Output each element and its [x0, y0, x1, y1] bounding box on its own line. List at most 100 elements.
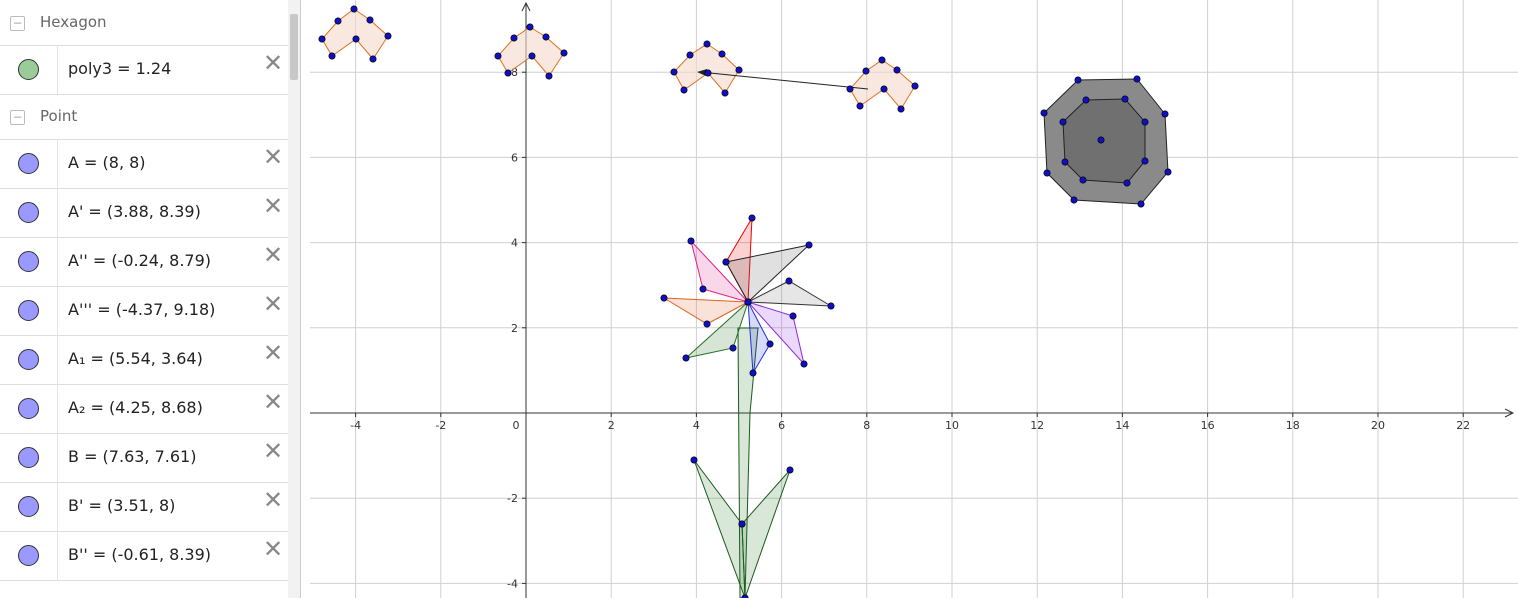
point[interactable]: [1074, 76, 1082, 84]
point[interactable]: [703, 320, 711, 328]
algebra-row[interactable]: A' = (3.88, 8.39) ✕: [0, 188, 288, 238]
point[interactable]: [670, 68, 678, 76]
point[interactable]: [749, 369, 757, 377]
point[interactable]: [1133, 75, 1141, 83]
delete-button[interactable]: ✕: [263, 241, 284, 269]
algebra-row[interactable]: B'' = (-0.61, 8.39) ✕: [0, 531, 288, 581]
point[interactable]: [862, 67, 870, 75]
point[interactable]: [911, 82, 919, 90]
algebra-row[interactable]: A'' = (-0.24, 8.79) ✕: [0, 237, 288, 287]
point[interactable]: [786, 466, 794, 474]
point[interactable]: [1070, 196, 1078, 204]
point[interactable]: [721, 89, 729, 97]
point[interactable]: [1043, 169, 1051, 177]
point[interactable]: [856, 102, 864, 110]
point[interactable]: [384, 32, 392, 40]
point[interactable]: [789, 312, 797, 320]
point[interactable]: [1082, 96, 1090, 104]
collapse-button[interactable]: −: [10, 16, 25, 31]
scrollbar[interactable]: [288, 0, 300, 598]
point[interactable]: [735, 66, 743, 74]
visibility-toggle[interactable]: [18, 251, 39, 272]
point[interactable]: [699, 285, 707, 293]
delete-button[interactable]: ✕: [263, 437, 284, 465]
visibility-toggle[interactable]: [18, 202, 39, 223]
collapse-button[interactable]: −: [10, 110, 25, 125]
point[interactable]: [352, 35, 360, 43]
visibility-toggle[interactable]: [18, 398, 39, 419]
point[interactable]: [704, 69, 712, 77]
point[interactable]: [718, 50, 726, 58]
point[interactable]: [369, 55, 377, 63]
point[interactable]: [738, 520, 746, 528]
visibility-toggle[interactable]: [18, 59, 39, 80]
algebra-row[interactable]: A₁ = (5.54, 3.64) ✕: [0, 335, 288, 385]
point[interactable]: [800, 360, 808, 368]
point[interactable]: [686, 51, 694, 59]
visibility-toggle[interactable]: [18, 545, 39, 566]
delete-button[interactable]: ✕: [263, 388, 284, 416]
point[interactable]: [827, 302, 835, 310]
point[interactable]: [660, 294, 668, 302]
group-header[interactable]: − Point: [0, 94, 288, 140]
visibility-toggle[interactable]: [18, 300, 39, 321]
point[interactable]: [1137, 200, 1145, 208]
point[interactable]: [897, 105, 905, 113]
point[interactable]: [1123, 179, 1131, 187]
point[interactable]: [893, 66, 901, 74]
point[interactable]: [846, 85, 854, 93]
visibility-toggle[interactable]: [18, 349, 39, 370]
point[interactable]: [510, 34, 518, 42]
visibility-toggle[interactable]: [18, 496, 39, 517]
point[interactable]: [528, 52, 536, 60]
group-header[interactable]: − Hexagon: [0, 0, 288, 46]
point[interactable]: [1059, 118, 1067, 126]
algebra-row[interactable]: A₂ = (4.25, 8.68) ✕: [0, 384, 288, 434]
point[interactable]: [1141, 157, 1149, 165]
point[interactable]: [878, 56, 886, 64]
algebra-row[interactable]: A''' = (-4.37, 9.18) ✕: [0, 286, 288, 336]
point[interactable]: [1161, 110, 1169, 118]
point[interactable]: [542, 33, 550, 41]
point[interactable]: [729, 344, 737, 352]
point[interactable]: [366, 16, 374, 24]
delete-button[interactable]: ✕: [263, 49, 284, 77]
point[interactable]: [526, 23, 534, 31]
delete-button[interactable]: ✕: [263, 339, 284, 367]
point[interactable]: [1097, 136, 1105, 144]
point[interactable]: [748, 214, 756, 222]
visibility-toggle[interactable]: [18, 447, 39, 468]
point[interactable]: [545, 72, 553, 80]
visibility-toggle[interactable]: [18, 153, 39, 174]
algebra-row[interactable]: B' = (3.51, 8) ✕: [0, 482, 288, 532]
point[interactable]: [318, 35, 326, 43]
delete-button[interactable]: ✕: [263, 143, 284, 171]
point[interactable]: [334, 17, 342, 25]
point[interactable]: [690, 456, 698, 464]
scroll-thumb[interactable]: [290, 14, 298, 80]
point[interactable]: [350, 5, 358, 13]
point[interactable]: [680, 86, 688, 94]
point[interactable]: [682, 354, 690, 362]
point[interactable]: [1141, 118, 1149, 126]
point[interactable]: [504, 69, 512, 77]
point[interactable]: [1061, 158, 1069, 166]
point[interactable]: [722, 258, 730, 266]
delete-button[interactable]: ✕: [263, 192, 284, 220]
point[interactable]: [560, 49, 568, 57]
algebra-row[interactable]: A = (8, 8) ✕: [0, 139, 288, 189]
point[interactable]: [1040, 109, 1048, 117]
point[interactable]: [1079, 176, 1087, 184]
delete-button[interactable]: ✕: [263, 290, 284, 318]
point[interactable]: [744, 298, 752, 306]
point[interactable]: [494, 52, 502, 60]
point[interactable]: [880, 85, 888, 93]
point[interactable]: [328, 52, 336, 60]
point[interactable]: [703, 40, 711, 48]
delete-button[interactable]: ✕: [263, 535, 284, 563]
point[interactable]: [766, 340, 774, 348]
delete-button[interactable]: ✕: [263, 486, 284, 514]
point[interactable]: [1164, 168, 1172, 176]
point[interactable]: [805, 241, 813, 249]
